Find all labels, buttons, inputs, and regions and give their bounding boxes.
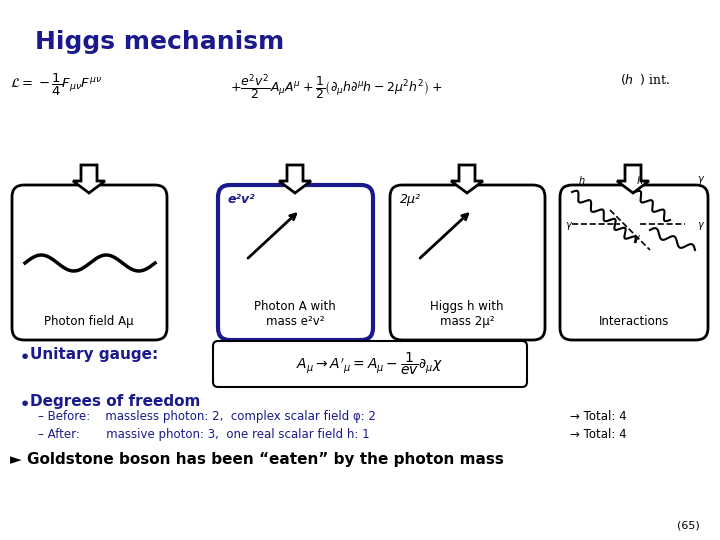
FancyBboxPatch shape xyxy=(390,185,545,340)
Text: $h$: $h$ xyxy=(578,174,585,186)
Text: ► Goldstone boson has been “eaten” by the photon mass: ► Goldstone boson has been “eaten” by th… xyxy=(10,452,504,467)
Text: Photon field Aμ: Photon field Aμ xyxy=(44,315,134,328)
Text: Higgs h with
mass 2μ²: Higgs h with mass 2μ² xyxy=(431,300,504,328)
FancyBboxPatch shape xyxy=(12,185,167,340)
Text: – After:       massive photon: 3,  one real scalar field h: 1: – After: massive photon: 3, one real sca… xyxy=(38,428,369,441)
Text: Higgs mechanism: Higgs mechanism xyxy=(35,30,284,54)
Text: Photon A with
mass e²v²: Photon A with mass e²v² xyxy=(254,300,336,328)
Text: $\gamma$: $\gamma$ xyxy=(633,233,642,245)
Text: → Total: 4: → Total: 4 xyxy=(570,410,626,423)
Text: Interactions: Interactions xyxy=(599,315,669,328)
Text: $\mathcal{L} = -\dfrac{1}{4}F_{\mu\nu}F^{\mu\nu}$: $\mathcal{L} = -\dfrac{1}{4}F_{\mu\nu}F^… xyxy=(10,72,102,98)
Text: → Total: 4: → Total: 4 xyxy=(570,428,626,441)
Polygon shape xyxy=(279,165,311,193)
Text: Degrees of freedom: Degrees of freedom xyxy=(30,394,200,409)
Text: $\bullet$: $\bullet$ xyxy=(18,392,29,411)
Text: $\gamma$: $\gamma$ xyxy=(697,174,705,186)
Text: (65): (65) xyxy=(678,520,700,530)
FancyBboxPatch shape xyxy=(213,341,527,387)
Text: $(h\;\;)$ int.: $(h\;\;)$ int. xyxy=(620,72,670,87)
Text: 2μ²: 2μ² xyxy=(400,193,421,206)
Text: $\bullet$: $\bullet$ xyxy=(18,345,29,364)
Text: $\gamma$: $\gamma$ xyxy=(565,220,573,232)
Polygon shape xyxy=(451,165,483,193)
Text: $h$: $h$ xyxy=(636,174,644,186)
Text: e²v²: e²v² xyxy=(228,193,256,206)
Text: $A_\mu \rightarrow A'_\mu = A_\mu - \dfrac{1}{ev}\partial_\mu \chi$: $A_\mu \rightarrow A'_\mu = A_\mu - \dfr… xyxy=(297,351,444,377)
Text: – Before:    massless photon: 2,  complex scalar field φ: 2: – Before: massless photon: 2, complex sc… xyxy=(38,410,376,423)
Text: $\gamma$: $\gamma$ xyxy=(697,220,705,232)
Text: $+\dfrac{e^2v^2}{2}A_\mu A^\mu + \dfrac{1}{2}\left(\partial_\mu h \partial^\mu h: $+\dfrac{e^2v^2}{2}A_\mu A^\mu + \dfrac{… xyxy=(230,72,442,102)
Text: Unitary gauge:: Unitary gauge: xyxy=(30,347,158,362)
FancyBboxPatch shape xyxy=(218,185,373,340)
Polygon shape xyxy=(73,165,105,193)
Polygon shape xyxy=(617,165,649,193)
FancyBboxPatch shape xyxy=(560,185,708,340)
